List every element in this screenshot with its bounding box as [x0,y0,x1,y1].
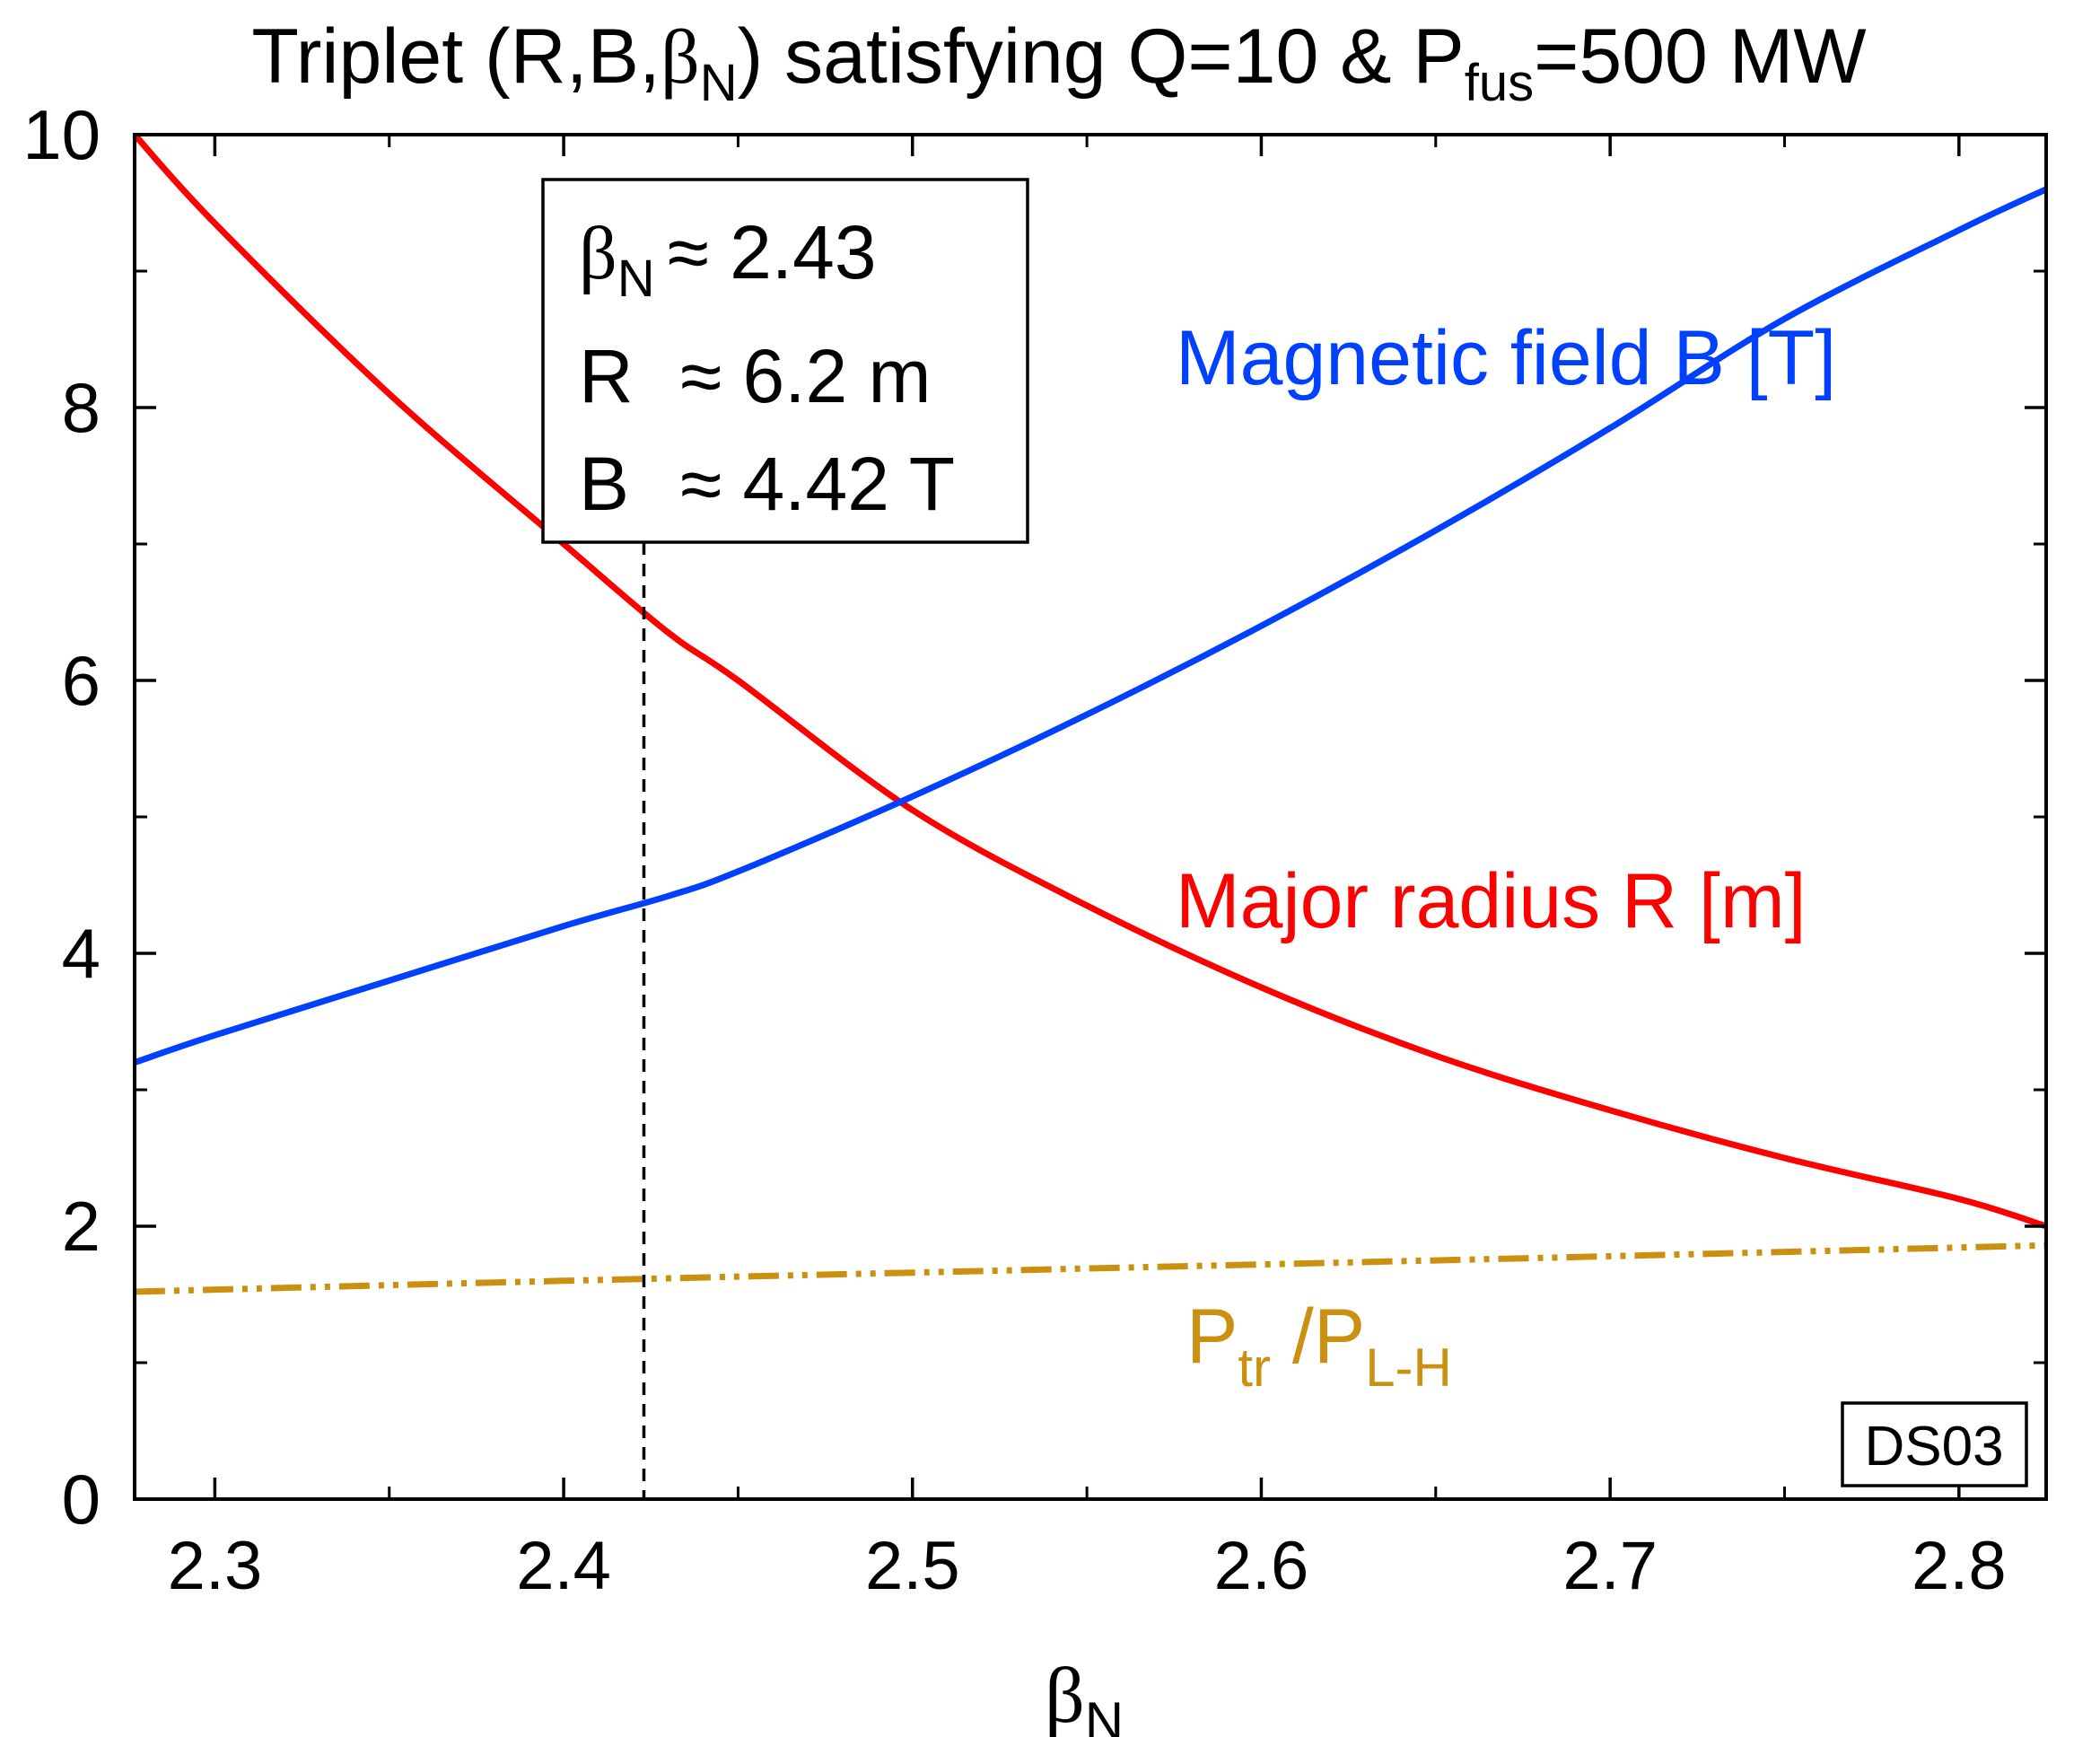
y-tick-label: 10 [22,95,101,174]
series-major-radius [132,132,2048,1230]
x-tick-label: 2.5 [865,1528,960,1604]
annotation-b-label: B [579,442,629,526]
corner-tag-text: DS03 [1864,1416,2003,1478]
x-tick-label: 2.8 [1912,1528,2007,1604]
series-magnetic-field [133,186,2048,1066]
annotation-b-value: ≈ 4.42 T [680,442,955,526]
x-tick-label: 2.6 [1214,1528,1309,1604]
annotation-beta: βN ≈ 2.43 [579,210,877,308]
annotation-r-value: ≈ 6.2 m [680,334,932,418]
series-ptr-ratio [134,1241,2047,1295]
corner-tag-frame [1841,1401,2028,1487]
x-tick-label: 2.7 [1562,1528,1658,1604]
y-tick-label: 6 [62,641,101,720]
y-tick-label: 8 [62,368,101,447]
corner-tag: DS03 [1841,1401,2028,1487]
label-ptr-ratio: Ptr /PL-H [1186,1294,1452,1398]
annotation-box: βN ≈ 2.43 R ≈ 6.2 m B ≈ 4.42 T [541,178,1029,544]
x-tick-label: 2.4 [516,1528,611,1604]
y-tick-label: 0 [62,1460,101,1539]
label-magnetic-field: Magnetic field B [T] [1176,315,1836,401]
y-tick-label: 2 [62,1187,101,1266]
chart-title: Triplet (R,B,βN) satisfying Q=10 & Pfus=… [251,13,1866,112]
y-tick-label: 4 [62,914,101,993]
x-tick-label: 2.3 [168,1528,263,1604]
series-layer [132,132,2048,1295]
annotation-box-frame [541,178,1029,544]
x-axis-label: βN [1045,1653,1124,1737]
label-major-radius: Major radius R [m] [1176,858,1807,944]
tick-layer: 2.3 2.4 2.5 2.6 2.7 2.8 0 2 4 6 8 10 [22,95,2046,1604]
annotation-r-label: R [579,334,634,418]
